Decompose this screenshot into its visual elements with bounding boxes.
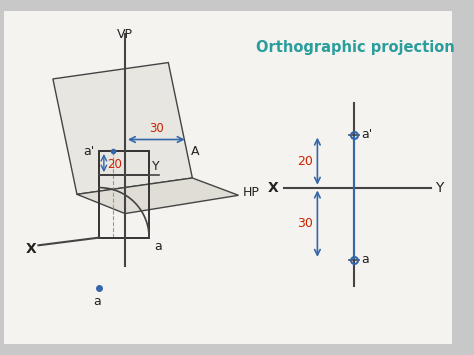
Text: a': a' (83, 144, 94, 158)
Polygon shape (53, 62, 192, 194)
Text: 20: 20 (297, 155, 312, 168)
Text: Y: Y (435, 181, 443, 195)
Text: a: a (93, 295, 101, 308)
Text: 30: 30 (297, 217, 312, 230)
Text: 20: 20 (107, 158, 122, 171)
Text: a: a (154, 240, 162, 253)
Text: Y: Y (152, 160, 160, 173)
Text: VP: VP (117, 28, 133, 41)
Text: HP: HP (242, 186, 259, 199)
FancyBboxPatch shape (4, 11, 452, 344)
Text: X: X (268, 181, 279, 195)
Text: a: a (362, 253, 369, 266)
Text: 30: 30 (149, 122, 164, 135)
Text: Orthographic projection: Orthographic projection (256, 40, 455, 55)
Text: a': a' (362, 128, 373, 141)
Text: A: A (191, 144, 200, 158)
Text: X: X (26, 242, 36, 256)
Polygon shape (77, 178, 238, 214)
